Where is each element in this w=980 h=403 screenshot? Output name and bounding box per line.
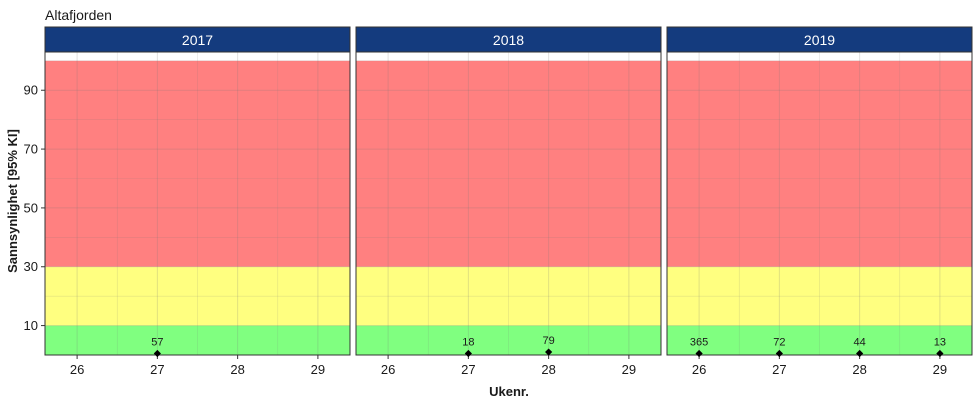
- chart-title: Altafjorden: [45, 7, 112, 23]
- facet-2017: 2017 26 27 28 29 57: [44, 26, 351, 377]
- x-tick-label: 29: [933, 362, 947, 377]
- x-tick-label: 28: [852, 362, 866, 377]
- data-point: [695, 349, 703, 358]
- data-label: 13: [934, 337, 946, 349]
- x-tick-label: 29: [311, 362, 325, 377]
- data-point: [545, 348, 553, 356]
- data-point: [775, 349, 783, 358]
- strip-label: 2017: [182, 32, 213, 48]
- x-tick-label: 28: [230, 362, 244, 377]
- data-point: [153, 349, 161, 358]
- band-2: [45, 60, 350, 267]
- data-point: [464, 349, 472, 358]
- data-label: 44: [854, 337, 866, 349]
- data-label: 365: [690, 337, 708, 349]
- strip-label: 2018: [493, 32, 524, 48]
- y-tick-label: 90: [24, 83, 38, 98]
- facet-2019: 2019 26 27 28 29 365 72 44 13: [666, 26, 973, 377]
- y-tick-label: 10: [24, 318, 38, 333]
- facet-2018: 2018 26 27 28 29 18 79: [355, 26, 662, 377]
- y-tick-label: 50: [24, 200, 38, 215]
- band-0: [356, 325, 661, 355]
- x-tick-label: 28: [541, 362, 555, 377]
- strip-label: 2019: [804, 32, 835, 48]
- strip-2018: [355, 26, 662, 53]
- x-tick-label: 26: [381, 362, 395, 377]
- band-0: [667, 325, 972, 355]
- band-1: [45, 266, 350, 326]
- y-tick-label: 30: [24, 259, 38, 274]
- data-label: 72: [773, 337, 785, 349]
- y-tick-label: 70: [24, 142, 38, 157]
- x-axis-title: Ukenr.: [489, 384, 529, 399]
- y-axis-title: Sannsynlighet [95% KI]: [5, 129, 20, 273]
- x-tick-label: 26: [70, 362, 84, 377]
- band-0: [45, 325, 350, 355]
- band-1: [667, 266, 972, 326]
- data-label: 57: [151, 337, 163, 349]
- strip-2017: [44, 26, 351, 53]
- x-tick-label: 27: [461, 362, 475, 377]
- band-2: [356, 60, 661, 267]
- x-tick-label: 29: [622, 362, 636, 377]
- strip-2019: [666, 26, 973, 53]
- data-point: [856, 349, 864, 358]
- data-label: 79: [543, 335, 555, 347]
- data-label: 18: [462, 337, 474, 349]
- band-1: [356, 266, 661, 326]
- x-tick-label: 27: [772, 362, 786, 377]
- data-point: [936, 349, 944, 358]
- x-tick-label: 27: [150, 362, 164, 377]
- facet-panels: 2017 26 27 28 29 57 2018 26 27 28 29 18 79 2019 26 27 28…: [44, 26, 973, 377]
- y-axis: 10 30 50 70 90: [24, 83, 45, 333]
- band-2: [667, 60, 972, 267]
- x-tick-label: 26: [692, 362, 706, 377]
